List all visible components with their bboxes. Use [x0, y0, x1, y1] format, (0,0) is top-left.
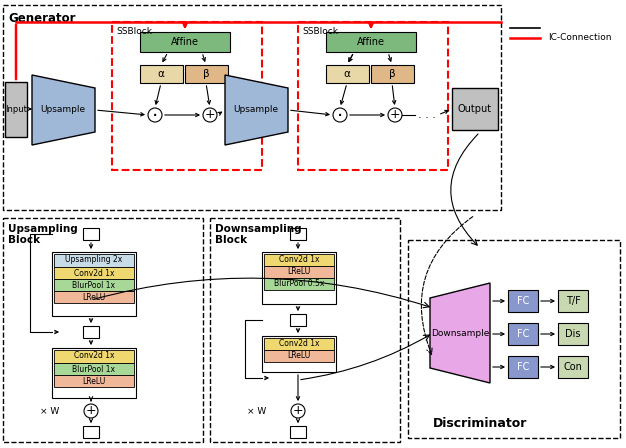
Circle shape	[84, 404, 98, 418]
Text: +: +	[390, 108, 400, 121]
Text: FC: FC	[517, 329, 529, 339]
Text: SSBlock: SSBlock	[302, 27, 338, 36]
Bar	[558, 356, 588, 378]
Text: Upsampling: Upsampling	[8, 224, 78, 234]
Bar	[408, 240, 620, 438]
Bar	[54, 254, 134, 267]
Bar	[264, 350, 334, 362]
Bar	[558, 290, 588, 312]
Text: BlurPool 0.5x: BlurPool 0.5x	[274, 280, 324, 289]
Text: Upsample: Upsample	[41, 105, 86, 115]
Bar	[54, 363, 134, 375]
Circle shape	[148, 108, 162, 122]
Text: FC: FC	[517, 296, 529, 306]
Bar	[83, 326, 99, 338]
Bar	[264, 254, 334, 266]
Bar	[83, 426, 99, 438]
Text: . . .: . . .	[418, 110, 436, 120]
Polygon shape	[32, 75, 95, 145]
Bar	[3, 5, 501, 210]
Text: Upsampling 2x: Upsampling 2x	[65, 255, 123, 264]
Text: T/F: T/F	[566, 296, 580, 306]
Circle shape	[333, 108, 347, 122]
Text: FC: FC	[517, 362, 529, 372]
Text: Output: Output	[458, 104, 492, 114]
Text: β: β	[389, 69, 395, 79]
Bar	[508, 356, 538, 378]
Bar	[3, 218, 203, 442]
Text: Input: Input	[5, 104, 27, 113]
Bar	[112, 22, 262, 170]
Bar	[140, 65, 183, 83]
Text: BlurPool 1x: BlurPool 1x	[73, 280, 116, 289]
Bar	[290, 228, 306, 240]
Text: +: +	[293, 405, 304, 418]
Polygon shape	[430, 283, 490, 383]
Text: Conv2d 1x: Conv2d 1x	[279, 255, 319, 264]
Bar	[140, 32, 230, 52]
Bar	[54, 375, 134, 387]
Text: +: +	[86, 405, 96, 418]
Bar	[52, 252, 136, 316]
Text: LReLU: LReLU	[287, 267, 310, 276]
Text: α: α	[158, 69, 165, 79]
Text: Block: Block	[8, 235, 40, 245]
Bar	[290, 426, 306, 438]
Text: Conv2d 1x: Conv2d 1x	[74, 352, 115, 361]
Bar	[326, 32, 416, 52]
Text: Affine: Affine	[171, 37, 199, 47]
Text: β: β	[203, 69, 209, 79]
Bar	[54, 291, 134, 303]
Text: Conv2d 1x: Conv2d 1x	[279, 340, 319, 349]
Bar	[262, 336, 336, 372]
Text: × W: × W	[40, 406, 59, 415]
Circle shape	[203, 108, 217, 122]
Circle shape	[291, 404, 305, 418]
Text: Downsample: Downsample	[431, 328, 489, 337]
Bar	[508, 290, 538, 312]
Text: Con: Con	[563, 362, 582, 372]
Bar	[54, 350, 134, 363]
Bar	[298, 22, 448, 170]
Bar	[5, 82, 27, 137]
Text: IC-Connection: IC-Connection	[548, 34, 612, 43]
Bar	[52, 348, 136, 398]
Text: LReLU: LReLU	[287, 352, 310, 361]
Text: Upsample: Upsample	[233, 105, 279, 115]
Text: Dis: Dis	[565, 329, 581, 339]
Text: Conv2d 1x: Conv2d 1x	[74, 268, 115, 277]
Bar	[262, 252, 336, 304]
Text: Block: Block	[215, 235, 247, 245]
Text: ·: ·	[152, 107, 158, 125]
Bar	[264, 266, 334, 278]
Text: Discriminator: Discriminator	[433, 417, 527, 430]
Bar	[558, 323, 588, 345]
Text: α: α	[344, 69, 351, 79]
Polygon shape	[225, 75, 288, 145]
Text: × W: × W	[247, 406, 266, 415]
Bar	[290, 314, 306, 326]
Text: LReLU: LReLU	[83, 293, 106, 302]
Bar	[264, 278, 334, 290]
Bar	[264, 338, 334, 350]
Bar	[185, 65, 228, 83]
Bar	[210, 218, 400, 442]
Bar	[54, 279, 134, 291]
Text: LReLU: LReLU	[83, 376, 106, 385]
Bar	[54, 267, 134, 279]
Text: BlurPool 1x: BlurPool 1x	[73, 365, 116, 374]
Text: Downsampling: Downsampling	[215, 224, 302, 234]
Bar	[83, 228, 99, 240]
Bar	[508, 323, 538, 345]
Text: +: +	[205, 108, 215, 121]
Text: Affine: Affine	[357, 37, 385, 47]
Bar	[371, 65, 414, 83]
Text: SSBlock: SSBlock	[116, 27, 152, 36]
Text: Generator: Generator	[8, 12, 76, 25]
Text: ·: ·	[337, 107, 343, 125]
Bar	[452, 88, 498, 130]
Bar	[326, 65, 369, 83]
Circle shape	[388, 108, 402, 122]
